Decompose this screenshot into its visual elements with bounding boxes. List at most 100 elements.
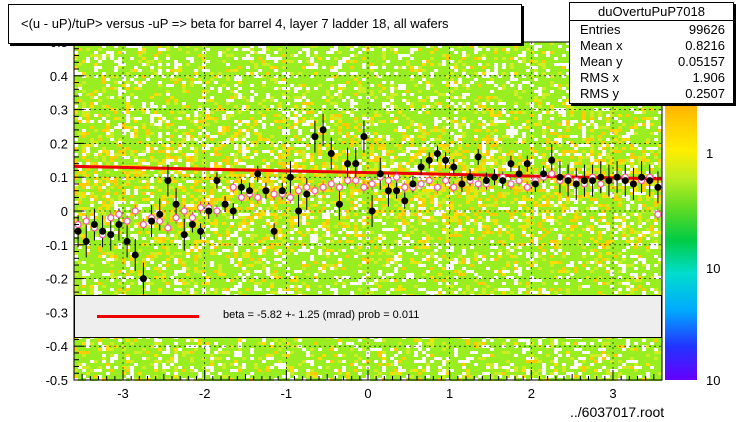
heatmap-cell <box>626 123 630 126</box>
heatmap-cell <box>98 54 102 57</box>
heatmap-cell <box>590 111 594 114</box>
heatmap-cell <box>422 63 426 66</box>
heatmap-cell <box>454 150 458 153</box>
heatmap-cell <box>518 90 522 93</box>
heatmap-cell <box>190 93 194 96</box>
heatmap-cell <box>538 123 542 126</box>
heatmap-cell <box>330 114 334 117</box>
heatmap-cell <box>430 81 434 84</box>
heatmap-cell <box>446 81 450 84</box>
heatmap-cell <box>294 60 298 63</box>
heatmap-cell <box>610 153 614 156</box>
heatmap-cell <box>430 54 434 57</box>
heatmap-cell <box>330 81 334 84</box>
heatmap-cell <box>302 150 306 153</box>
heatmap-cell <box>126 138 130 141</box>
heatmap-cell <box>166 48 170 51</box>
heatmap-cell <box>522 72 526 75</box>
heatmap-cell <box>374 141 378 144</box>
heatmap-cell <box>106 138 110 141</box>
heatmap-cell <box>430 117 434 120</box>
heatmap-cell <box>374 78 378 81</box>
heatmap-cell <box>106 162 110 165</box>
heatmap-cell <box>474 138 478 141</box>
heatmap-cell <box>286 120 290 123</box>
heatmap-cell <box>82 114 86 117</box>
heatmap-cell <box>410 156 414 159</box>
heatmap-cell <box>130 105 134 108</box>
heatmap-cell <box>386 156 390 159</box>
heatmap-cell <box>486 114 490 117</box>
heatmap-cell <box>442 45 446 48</box>
heatmap-cell <box>482 129 486 132</box>
heatmap-cell <box>566 144 570 147</box>
heatmap-cell <box>206 84 210 87</box>
heatmap-cell <box>206 93 210 96</box>
heatmap-cell <box>446 60 450 63</box>
heatmap-cell <box>158 159 162 162</box>
heatmap-cell <box>186 150 190 153</box>
heatmap-cell <box>418 135 422 138</box>
heatmap-cell <box>114 99 118 102</box>
heatmap-cell <box>242 81 246 84</box>
heatmap-cell <box>110 135 114 138</box>
heatmap-cell <box>306 69 310 72</box>
heatmap-cell <box>118 75 122 78</box>
heatmap-cell <box>550 87 554 90</box>
heatmap-cell <box>254 54 258 57</box>
heatmap-cell <box>226 69 230 72</box>
heatmap-cell <box>198 63 202 66</box>
heatmap-cell <box>370 54 374 57</box>
heatmap-cell <box>342 51 346 54</box>
heatmap-cell <box>414 75 418 78</box>
heatmap-cell <box>218 120 222 123</box>
heatmap-cell <box>558 132 562 135</box>
heatmap-cell <box>102 153 106 156</box>
heatmap-cell <box>342 69 346 72</box>
heatmap-cell <box>562 129 566 132</box>
heatmap-cell <box>606 117 610 120</box>
heatmap-cell <box>270 72 274 75</box>
heatmap-cell <box>582 150 586 153</box>
heatmap-cell <box>446 117 450 120</box>
heatmap-cell <box>390 102 394 105</box>
heatmap-cell <box>78 111 82 114</box>
heatmap-cell <box>506 99 510 102</box>
heatmap-cell <box>262 87 266 90</box>
heatmap-cell <box>430 57 434 60</box>
heatmap-cell <box>538 60 542 63</box>
heatmap-cell <box>554 42 558 45</box>
heatmap-cell <box>270 81 274 84</box>
heatmap-cell <box>470 60 474 63</box>
heatmap-cell <box>498 126 502 129</box>
heatmap-cell <box>186 156 190 159</box>
heatmap-cell <box>90 162 94 165</box>
heatmap-cell <box>410 72 414 75</box>
heatmap-cell <box>194 147 198 150</box>
heatmap-cell <box>230 48 234 51</box>
heatmap-cell <box>94 135 98 138</box>
heatmap-cell <box>618 147 622 150</box>
heatmap-cell <box>274 72 278 75</box>
heatmap-cell <box>618 156 622 159</box>
heatmap-cell <box>254 48 258 51</box>
heatmap-cell <box>94 87 98 90</box>
heatmap-cell <box>462 150 466 153</box>
heatmap-cell <box>350 90 354 93</box>
heatmap-cell <box>130 144 134 147</box>
heatmap-cell <box>462 111 466 114</box>
heatmap-cell <box>434 132 438 135</box>
heatmap-cell <box>258 159 262 162</box>
heatmap-cell <box>190 69 194 72</box>
heatmap-cell <box>590 123 594 126</box>
heatmap-cell <box>618 150 622 153</box>
heatmap-cell <box>106 87 110 90</box>
heatmap-cell <box>414 150 418 153</box>
heatmap-cell <box>426 75 430 78</box>
heatmap-cell <box>178 90 182 93</box>
heatmap-cell <box>466 114 470 117</box>
heatmap-cell <box>358 120 362 123</box>
heatmap-cell <box>142 90 146 93</box>
heatmap-cell <box>146 66 150 69</box>
heatmap-cell <box>162 90 166 93</box>
